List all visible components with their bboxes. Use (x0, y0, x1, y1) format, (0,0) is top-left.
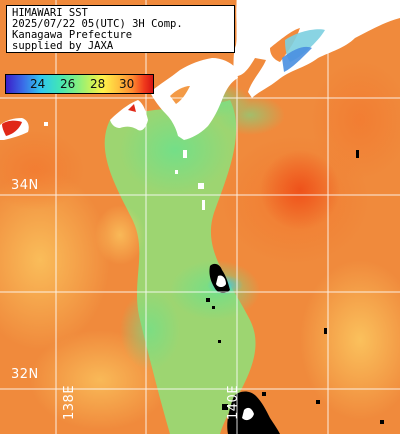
map-title-box: HIMAWARI SST 2025/07/22 05(UTC) 3H Comp.… (6, 5, 235, 53)
sea-patch (310, 60, 400, 180)
sea-patch (260, 150, 340, 230)
title-line: 2025/07/22 05(UTC) 3H Comp. (12, 18, 183, 30)
island (44, 122, 48, 126)
land-mass-izu (150, 58, 238, 140)
cloud-mask (316, 400, 320, 404)
island (198, 183, 204, 189)
legend-tick-label: 28 (90, 77, 106, 91)
latitude-label: 34N (11, 178, 39, 193)
longitude-label: 140E (226, 384, 241, 420)
cloud-mask (212, 306, 215, 309)
title-line: Kanagawa Prefecture (12, 29, 133, 41)
land-mass-kanto (232, 0, 400, 98)
island (202, 200, 205, 210)
sea-patch (0, 170, 110, 350)
cloud-mask (206, 298, 210, 302)
island (175, 170, 178, 174)
sea-patch (0, 130, 85, 210)
cloud-mask (262, 392, 266, 396)
land-mass-shizuoka (110, 100, 148, 131)
island (190, 120, 195, 130)
title-line: HIMAWARI SST (12, 7, 88, 19)
cloud-mask (227, 391, 280, 434)
sea-patch (170, 86, 190, 104)
sst-color-legend: 24 26 28 30 (5, 74, 154, 94)
legend-tick-label: 30 (119, 77, 135, 91)
island (183, 150, 187, 158)
longitude-label: 138E (62, 384, 77, 420)
sea-patch (215, 95, 285, 135)
island (242, 407, 254, 421)
title-line: supplied by JAXA (12, 40, 114, 52)
sea-patch (300, 260, 400, 420)
cloud-mask (356, 150, 359, 158)
sea-patch (282, 46, 312, 72)
cloud-mask (380, 420, 384, 424)
land-mass-shizuoka-coast (128, 104, 136, 112)
sea-patch (95, 205, 145, 265)
cloud-mask (218, 340, 221, 343)
cloud-mask (222, 404, 228, 410)
legend-tick-label: 24 (30, 77, 46, 91)
island (216, 275, 226, 287)
legend-tick-label: 26 (60, 77, 76, 91)
latitude-label: 32N (11, 367, 39, 382)
sea-patch (120, 290, 180, 370)
sea-patch (2, 120, 22, 136)
cloud-mask (324, 328, 327, 334)
